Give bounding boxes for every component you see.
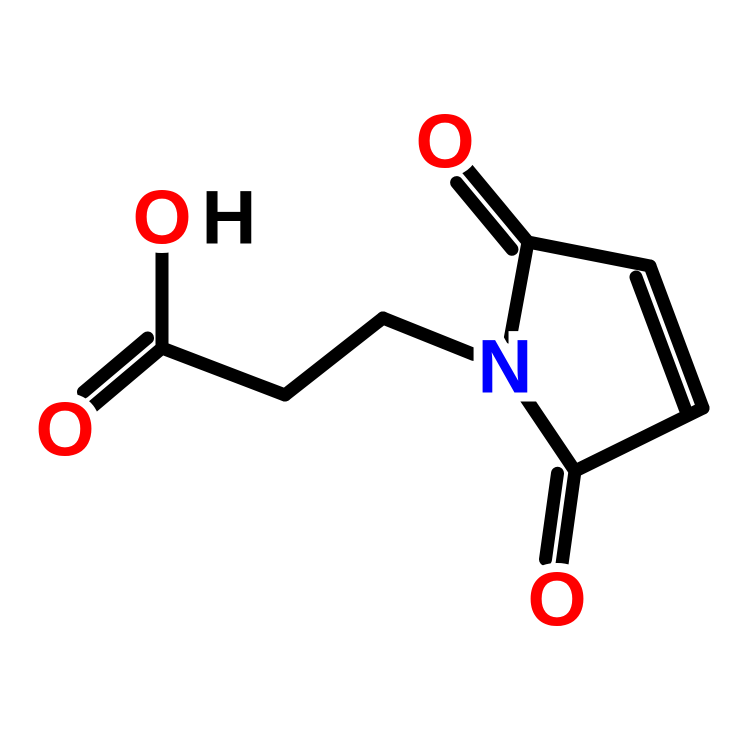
- atom-o: O: [132, 176, 191, 261]
- molecule-diagram: OOHHOONNOOOO: [0, 0, 750, 750]
- atom-o: O: [35, 388, 94, 473]
- atom-o: O: [415, 100, 474, 185]
- atom-o: O: [527, 558, 586, 643]
- atom-h: H: [202, 176, 257, 261]
- atom-n: N: [478, 325, 533, 410]
